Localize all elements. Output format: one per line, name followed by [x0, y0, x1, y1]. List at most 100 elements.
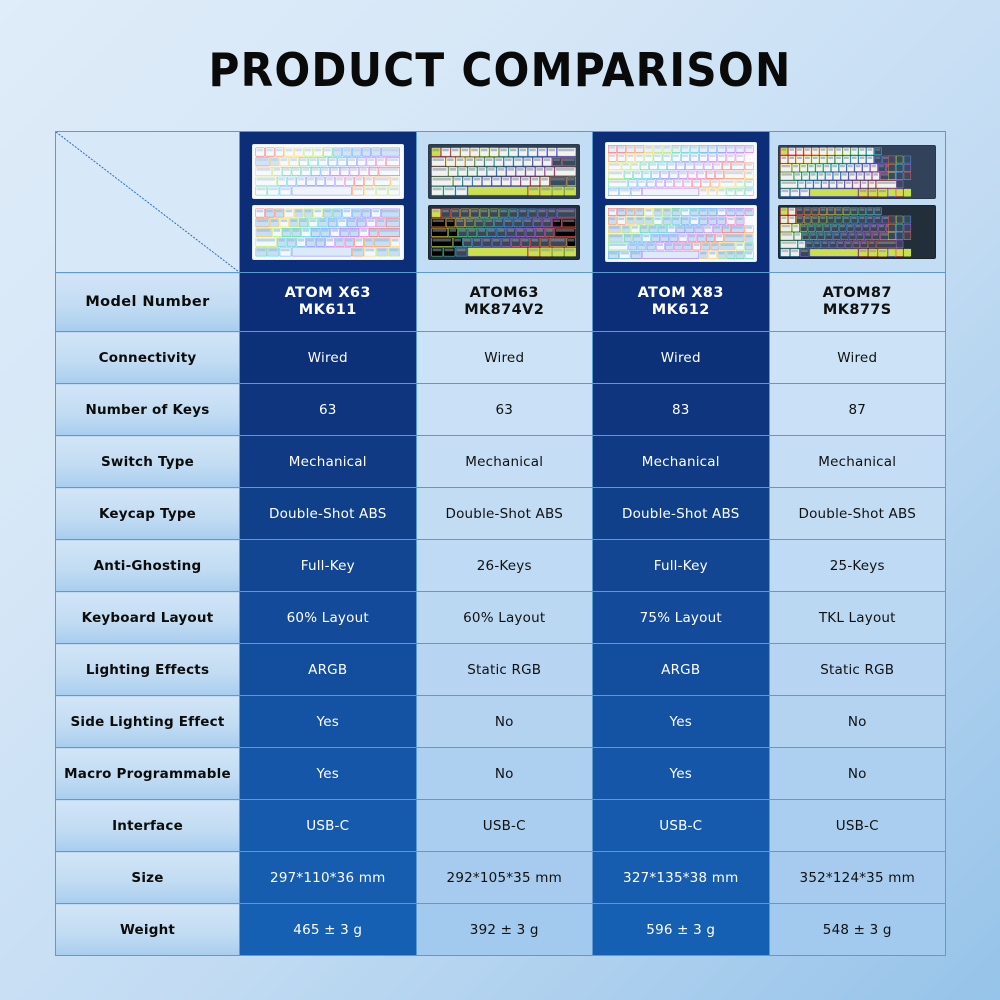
row-label-text: Connectivity	[98, 349, 197, 366]
cell-model-number-col4: ATOM87 MK877S	[768, 272, 946, 332]
cell-size-col2: 292*105*35 mm	[415, 851, 593, 904]
keyboard-dark-tkl-rgb	[778, 205, 937, 259]
cell-side-lighting-effect-col1: Yes	[239, 695, 417, 748]
cell-anti-ghosting-col1: Full-Key	[239, 539, 417, 592]
cell-interface-col3: USB-C	[592, 799, 770, 852]
row-label-text: Lighting Effects	[85, 661, 210, 678]
table-row: Interface USB-C USB-C USB-C USB-C	[55, 799, 946, 852]
cell-connectivity-col2: Wired	[415, 331, 593, 384]
row-label-side-lighting-effect: Side Lighting Effect	[55, 695, 240, 748]
row-label-interface: Interface	[55, 799, 240, 852]
product-name: ATOM63	[469, 285, 539, 301]
cell-connectivity-col4: Wired	[768, 331, 946, 384]
keyboard-dark-60-rgb	[428, 205, 581, 260]
row-label-text: Interface	[112, 817, 183, 834]
cell-keyboard-layout-col1: 60% Layout	[239, 591, 417, 644]
cell-keycap-type-col4: Double-Shot ABS	[768, 487, 946, 540]
product-name: ATOM87	[822, 285, 892, 301]
product-model: MK611	[298, 302, 357, 318]
table-header-row	[55, 131, 946, 273]
cell-model-number-col3: ATOM X83 MK612	[592, 272, 770, 332]
keyboard-white-75-rgb	[604, 142, 757, 199]
cell-keyboard-layout-col2: 60% Layout	[415, 591, 593, 644]
row-label-text: Switch Type	[100, 453, 194, 470]
diagonal-divider-icon	[56, 132, 239, 272]
cell-weight-col1: 465 ± 3 g	[239, 903, 417, 956]
table-row: Model Number ATOM X63 MK611 ATOM63 MK874V2 AT…	[55, 272, 946, 332]
table-row: Anti-Ghosting Full-Key 26-Keys Full-Key 25-K…	[55, 539, 946, 592]
cell-lighting-effects-col1: ARGB	[239, 643, 417, 696]
cell-model-number-col1: ATOM X63 MK611	[239, 272, 417, 332]
cell-connectivity-col3: Wired	[592, 331, 770, 384]
cell-interface-col4: USB-C	[768, 799, 946, 852]
row-label-weight: Weight	[55, 903, 240, 956]
cell-switch-type-col3: Mechanical	[592, 435, 770, 488]
table-row: Number of Keys 63 63 83 87	[55, 383, 946, 436]
cell-keycap-type-col3: Double-Shot ABS	[592, 487, 770, 540]
cell-side-lighting-effect-col2: No	[415, 695, 593, 748]
comparison-table: Model Number ATOM X63 MK611 ATOM63 MK874V2 AT…	[55, 131, 946, 956]
row-label-anti-ghosting: Anti-Ghosting	[55, 539, 240, 592]
cell-side-lighting-effect-col4: No	[768, 695, 946, 748]
cell-size-col4: 352*124*35 mm	[768, 851, 946, 904]
cell-weight-col4: 548 ± 3 g	[768, 903, 946, 956]
product-images	[417, 132, 593, 272]
product-images	[770, 132, 946, 272]
cell-size-col3: 327*135*38 mm	[592, 851, 770, 904]
row-label-text: Keycap Type	[98, 505, 197, 522]
cell-connectivity-col1: Wired	[239, 331, 417, 384]
product-images	[593, 132, 769, 272]
row-label-switch-type: Switch Type	[55, 435, 240, 488]
corner-cell	[55, 131, 240, 273]
product-model: MK874V2	[464, 302, 545, 318]
table-row: Side Lighting Effect Yes No Yes No	[55, 695, 946, 748]
cell-number-of-keys-col1: 63	[239, 383, 417, 436]
row-label-text: Side Lighting Effect	[70, 713, 225, 730]
cell-macro-programmable-col4: No	[768, 747, 946, 800]
cell-keycap-type-col2: Double-Shot ABS	[415, 487, 593, 540]
cell-anti-ghosting-col4: 25-Keys	[768, 539, 946, 592]
cell-macro-programmable-col2: No	[415, 747, 593, 800]
row-label-number-of-keys: Number of Keys	[55, 383, 240, 436]
product-image-cell-1	[239, 131, 417, 273]
row-label-text: Model Number	[85, 293, 210, 310]
comparison-table-wrapper: Model Number ATOM X63 MK611 ATOM63 MK874V2 AT…	[55, 131, 946, 956]
row-label-lighting-effects: Lighting Effects	[55, 643, 240, 696]
table-row: Keycap Type Double-Shot ABS Double-Shot AB…	[55, 487, 946, 540]
cell-keyboard-layout-col4: TKL Layout	[768, 591, 946, 644]
cell-anti-ghosting-col2: 26-Keys	[415, 539, 593, 592]
cell-interface-col1: USB-C	[239, 799, 417, 852]
product-name: ATOM X63	[284, 285, 371, 301]
cell-switch-type-col1: Mechanical	[239, 435, 417, 488]
cell-lighting-effects-col3: ARGB	[592, 643, 770, 696]
cell-interface-col2: USB-C	[415, 799, 593, 852]
cell-weight-col3: 596 ± 3 g	[592, 903, 770, 956]
cell-anti-ghosting-col3: Full-Key	[592, 539, 770, 592]
row-label-text: Macro Programmable	[64, 765, 231, 782]
table-row: Weight 465 ± 3 g 392 ± 3 g 596 ± 3 g 548 ± 3…	[55, 903, 946, 956]
product-name: ATOM X83	[637, 285, 724, 301]
cell-switch-type-col2: Mechanical	[415, 435, 593, 488]
table-row: Connectivity Wired Wired Wired Wired	[55, 331, 946, 384]
cell-keycap-type-col1: Double-Shot ABS	[239, 487, 417, 540]
table-row: Lighting Effects ARGB Static RGB ARGB Static…	[55, 643, 946, 696]
product-image-cell-4	[768, 131, 946, 273]
product-image-cell-3	[592, 131, 770, 273]
product-image-cell-2	[415, 131, 593, 273]
keyboard-white-60-rgb	[251, 144, 404, 199]
row-label-size: Size	[55, 851, 240, 904]
row-label-model-number: Model Number	[55, 272, 240, 332]
cell-number-of-keys-col4: 87	[768, 383, 946, 436]
cell-macro-programmable-col1: Yes	[239, 747, 417, 800]
row-label-text: Number of Keys	[85, 401, 210, 418]
table-row: Size 297*110*36 mm 292*105*35 mm 327*135*38…	[55, 851, 946, 904]
table-row: Macro Programmable Yes No Yes No	[55, 747, 946, 800]
product-images	[240, 132, 416, 272]
table-row: Keyboard Layout 60% Layout 60% Layout 75% L…	[55, 591, 946, 644]
page-title: PRODUCT COMPARISON	[208, 43, 792, 97]
cell-size-col1: 297*110*36 mm	[239, 851, 417, 904]
row-label-connectivity: Connectivity	[55, 331, 240, 384]
cell-keyboard-layout-col3: 75% Layout	[592, 591, 770, 644]
row-label-text: Weight	[119, 921, 176, 938]
